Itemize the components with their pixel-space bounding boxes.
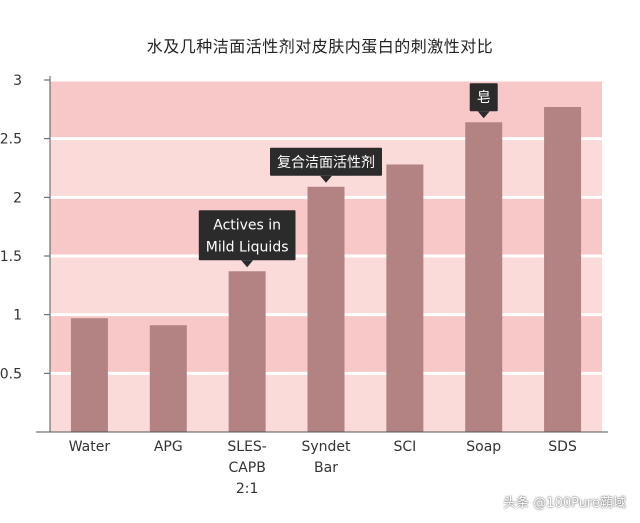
y-tick-label: 2 (13, 190, 22, 206)
x-tick-label: SCI (393, 439, 416, 455)
callout-box (270, 147, 382, 176)
callout-box (469, 83, 498, 112)
y-tick-label: 2.5 (0, 132, 22, 148)
x-tick-label: SLES-CAPB 2:1 (227, 439, 266, 497)
callout-pointer (477, 111, 490, 119)
bar-sles- (228, 271, 266, 432)
callout-pointer (320, 175, 332, 183)
x-tick-label: Soap (466, 439, 501, 455)
x-tick-label: Water (69, 439, 111, 455)
x-tick-label: SDS (548, 439, 577, 455)
callout-pointer (241, 260, 254, 268)
watermark: 头条 @100Pure蒴域 (503, 496, 626, 511)
plot-band (50, 80, 602, 139)
callout-label: 皂 (477, 90, 491, 106)
callout-label: Mild Liquids (206, 239, 289, 255)
callout-label: 复合洁面活性剂 (277, 154, 375, 171)
y-tick-label: 0.5 (0, 366, 22, 382)
bar-soap (465, 122, 503, 433)
y-tick-label: 1.5 (0, 249, 22, 265)
x-tick-label: APG (154, 439, 183, 455)
y-tick-label: 3 (13, 73, 22, 89)
x-tick-label: Syndet Bar (301, 439, 351, 476)
callout-box (198, 210, 296, 261)
bar-sds (544, 106, 582, 432)
bar-syndet (307, 186, 345, 432)
y-tick-label: 1 (13, 308, 22, 324)
bar-water (70, 318, 108, 432)
bar-apg (149, 325, 187, 432)
callout-label: Actives in (213, 217, 281, 233)
bar-sci (386, 164, 424, 433)
chart-title: 水及几种洁面活性剂对皮肤内蛋白的刺激性对比 (146, 37, 494, 56)
